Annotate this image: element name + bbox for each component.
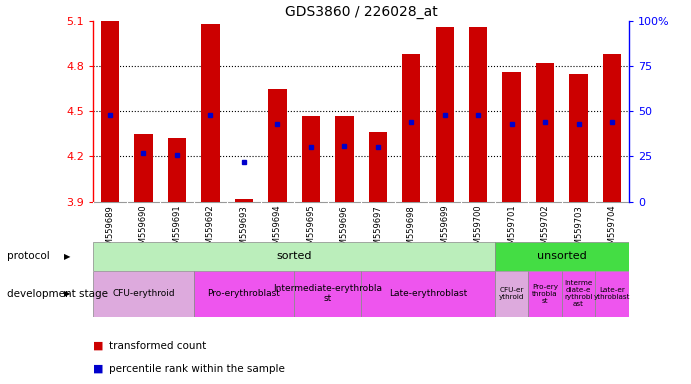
Text: Pro-erythroblast: Pro-erythroblast xyxy=(207,289,281,298)
Bar xyxy=(596,271,629,317)
Text: GSM559689: GSM559689 xyxy=(106,205,115,256)
Text: sorted: sorted xyxy=(276,251,312,262)
Text: Late-erythroblast: Late-erythroblast xyxy=(389,289,467,298)
Bar xyxy=(134,134,153,202)
Text: GSM559700: GSM559700 xyxy=(474,205,483,255)
Text: GSM559696: GSM559696 xyxy=(340,205,349,256)
Bar xyxy=(335,116,354,202)
Bar xyxy=(495,242,629,271)
Bar xyxy=(93,242,495,271)
Text: CFU-erythroid: CFU-erythroid xyxy=(112,289,175,298)
Bar xyxy=(469,27,487,202)
Text: ▶: ▶ xyxy=(64,252,70,261)
Text: unsorted: unsorted xyxy=(537,251,587,262)
Bar xyxy=(101,21,120,202)
Text: Late-er
ythroblast: Late-er ythroblast xyxy=(594,287,630,300)
Text: Pro-ery
throbla
st: Pro-ery throbla st xyxy=(532,284,558,304)
Text: GSM559701: GSM559701 xyxy=(507,205,516,255)
Text: protocol: protocol xyxy=(7,251,50,262)
Text: GSM559698: GSM559698 xyxy=(407,205,416,256)
Text: GSM559703: GSM559703 xyxy=(574,205,583,256)
Text: Interme
diate-e
rythrobl
ast: Interme diate-e rythrobl ast xyxy=(565,280,593,307)
Bar xyxy=(603,54,621,202)
Bar xyxy=(168,138,186,202)
Text: GSM559690: GSM559690 xyxy=(139,205,148,255)
Bar xyxy=(569,74,588,202)
Bar xyxy=(435,27,454,202)
Bar xyxy=(201,24,220,202)
Text: GSM559694: GSM559694 xyxy=(273,205,282,255)
Text: GSM559693: GSM559693 xyxy=(239,205,248,256)
Bar xyxy=(294,271,361,317)
Text: transformed count: transformed count xyxy=(109,341,207,351)
Bar xyxy=(536,63,554,202)
Text: GSM559695: GSM559695 xyxy=(306,205,315,255)
Text: ▶: ▶ xyxy=(64,289,70,298)
Text: CFU-er
ythroid: CFU-er ythroid xyxy=(499,287,524,300)
Text: Intermediate-erythrobla
st: Intermediate-erythrobla st xyxy=(273,284,382,303)
Bar xyxy=(268,89,287,202)
Text: GSM559704: GSM559704 xyxy=(607,205,616,255)
Text: GSM559692: GSM559692 xyxy=(206,205,215,255)
Bar xyxy=(495,271,529,317)
Title: GDS3860 / 226028_at: GDS3860 / 226028_at xyxy=(285,5,437,19)
Text: percentile rank within the sample: percentile rank within the sample xyxy=(109,364,285,374)
Text: ■: ■ xyxy=(93,364,104,374)
Bar xyxy=(529,271,562,317)
Text: GSM559702: GSM559702 xyxy=(540,205,549,255)
Text: development stage: development stage xyxy=(7,289,108,299)
Text: GSM559699: GSM559699 xyxy=(440,205,449,255)
Bar xyxy=(402,54,420,202)
Bar xyxy=(235,199,253,202)
Bar xyxy=(502,72,521,202)
Bar xyxy=(193,271,294,317)
Bar xyxy=(93,271,193,317)
Text: ■: ■ xyxy=(93,341,104,351)
Bar xyxy=(368,132,387,202)
Text: GSM559691: GSM559691 xyxy=(173,205,182,255)
Bar xyxy=(562,271,596,317)
Bar xyxy=(361,271,495,317)
Text: GSM559697: GSM559697 xyxy=(373,205,382,256)
Bar xyxy=(302,116,320,202)
